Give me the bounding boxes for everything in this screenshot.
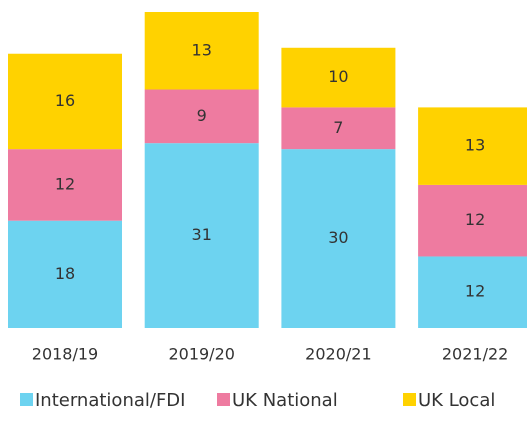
value-label: 30 <box>328 228 348 247</box>
value-label: 18 <box>55 264 75 283</box>
legend-label: International/FDI <box>35 390 185 411</box>
value-label: 13 <box>192 40 212 59</box>
x-tick-label: 2020/21 <box>305 345 371 364</box>
legend-swatch <box>20 393 33 406</box>
bar-segment <box>418 256 527 328</box>
legend-label: UK Local <box>418 390 495 411</box>
legend-label: UK National <box>232 390 338 411</box>
value-label: 12 <box>465 282 485 301</box>
bar-segment <box>281 149 396 328</box>
legend-swatch <box>403 393 416 406</box>
bar-segment <box>144 143 259 328</box>
value-label: 10 <box>328 67 348 86</box>
bar-segment <box>281 107 396 150</box>
bar-segment <box>8 53 122 150</box>
x-tick-label: 2021/22 <box>442 345 508 364</box>
x-tick-label: 2018/19 <box>32 345 98 364</box>
value-label: 12 <box>465 210 485 229</box>
value-label: 12 <box>55 174 75 193</box>
bar-segment <box>418 107 527 185</box>
value-label: 7 <box>333 118 343 137</box>
bar-segment <box>144 89 259 144</box>
bar-segment <box>281 47 396 108</box>
value-label: 13 <box>465 136 485 155</box>
value-label: 31 <box>192 225 212 244</box>
bar-segment <box>418 184 527 257</box>
bar-segment <box>8 149 122 221</box>
legend-swatch <box>217 393 230 406</box>
bar-segment <box>8 220 122 328</box>
value-label: 16 <box>55 91 75 110</box>
value-label: 9 <box>197 106 207 125</box>
bar-segment <box>144 12 259 90</box>
x-tick-label: 2019/20 <box>168 345 234 364</box>
